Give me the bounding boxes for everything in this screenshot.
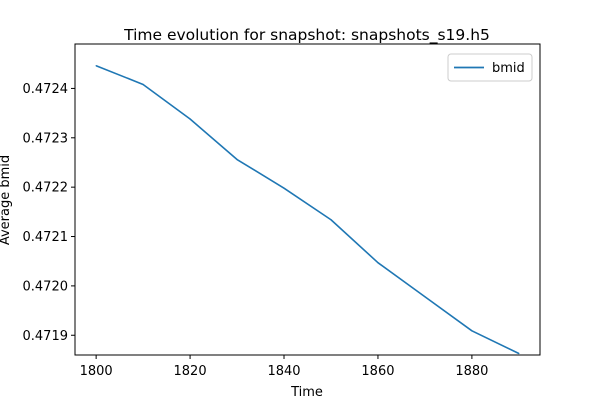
data-point [142,83,144,86]
y-axis-title: Average bmid [0,155,13,245]
data-point [424,296,426,298]
data-point [236,158,238,161]
data-point [471,330,473,332]
x-tick-label: 1860 [361,364,394,379]
x-axis: 1800 1820 1840 1860 1880 [80,355,488,379]
data-point [377,262,379,264]
y-tick-label: 0.4724 [23,82,69,97]
data-point [95,65,97,67]
legend: bmid [447,53,533,82]
data-point [189,118,191,120]
y-tick-label: 0.4719 [23,329,69,344]
plot-layer [95,64,520,355]
y-tick-label: 0.4722 [23,181,69,196]
chart-title: Time evolution for snapshot: snapshots_s… [123,26,490,45]
y-tick-label: 0.4721 [23,230,69,245]
x-tick-label: 1880 [455,364,488,379]
series-line-bmid [95,64,520,355]
legend-box [447,53,533,82]
y-axis: 0.4719 0.4720 0.4721 0.4722 0.4723 0.4724 [23,82,75,344]
plot-frame [74,43,541,356]
x-axis-title: Time [290,385,323,400]
x-tick-label: 1840 [267,364,300,379]
x-tick-label: 1820 [174,364,207,379]
data-point [330,219,332,221]
x-tick-label: 1800 [80,364,113,379]
y-tick-label: 0.4720 [23,279,69,294]
y-tick-label: 0.4723 [23,131,69,146]
data-point [518,352,520,355]
legend-label: bmid [492,61,525,76]
data-point [283,187,285,189]
